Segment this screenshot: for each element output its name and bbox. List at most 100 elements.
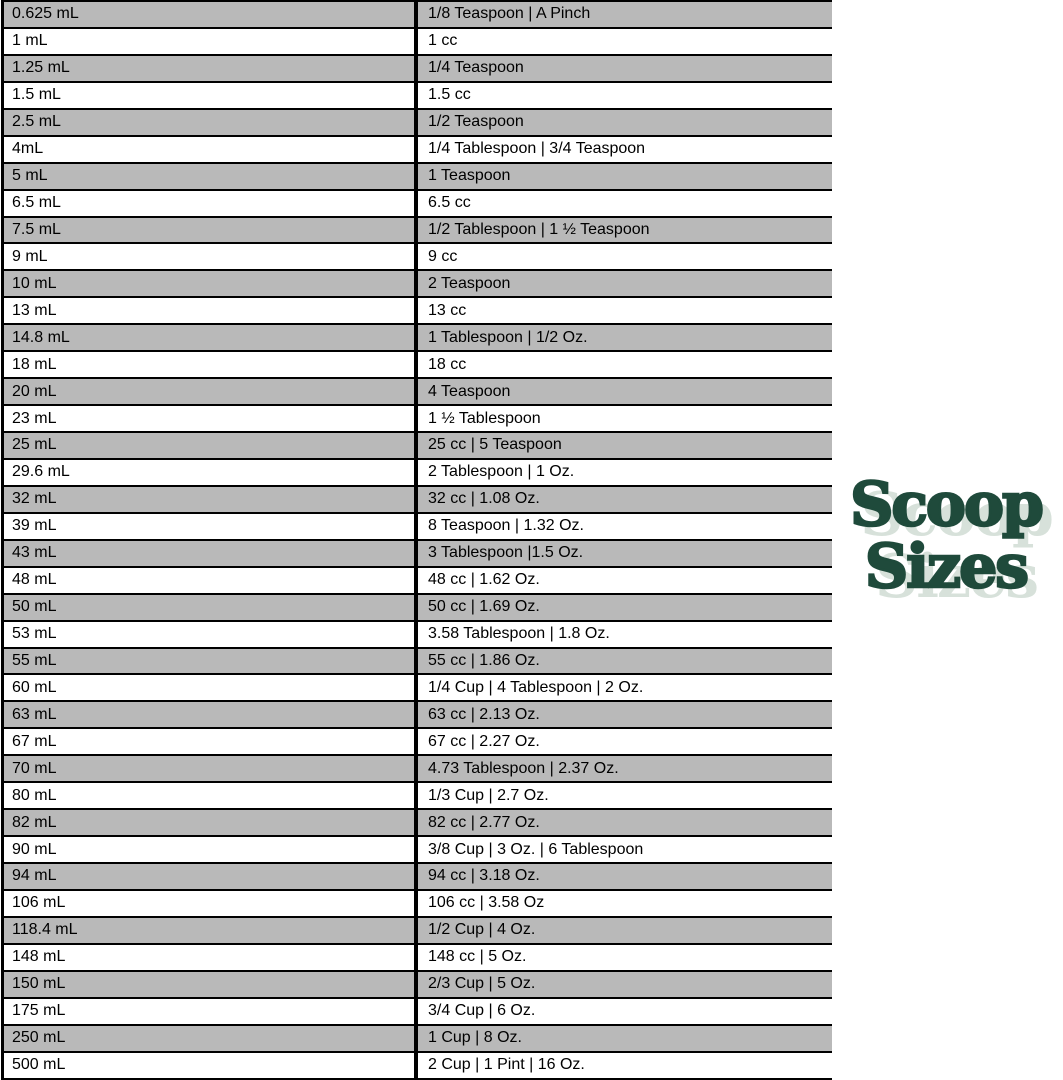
ml-cell: 32 mL bbox=[12, 490, 57, 508]
equivalent-cell: 48 cc | 1.62 Oz. bbox=[414, 567, 832, 593]
ml-cell: 2.5 mL bbox=[12, 113, 61, 131]
equivalent-cell: 3.58 Tablespoon | 1.8 Oz. bbox=[414, 621, 832, 647]
equivalent-cell: 1 Teaspoon bbox=[414, 163, 832, 189]
table-row: 14.8 mL 1 Tablespoon | 1/2 Oz. bbox=[4, 325, 832, 353]
equivalent-cell: 1/3 Cup | 2.7 Oz. bbox=[414, 783, 832, 809]
ml-cell: 5 mL bbox=[12, 167, 48, 185]
table-row: 1 mL 1 cc bbox=[4, 28, 832, 56]
ml-cell: 7.5 mL bbox=[12, 220, 61, 238]
ml-cell: 63 mL bbox=[12, 705, 57, 723]
equivalent-cell: 2 Teaspoon bbox=[414, 271, 832, 297]
ml-cell: 48 mL bbox=[12, 571, 57, 589]
table-row: 10 mL 2 Teaspoon bbox=[4, 271, 832, 299]
equivalent-cell: 148 cc | 5 Oz. bbox=[414, 944, 832, 970]
table-row: 53 mL 3.58 Tablespoon | 1.8 Oz. bbox=[4, 621, 832, 649]
ml-cell: 118.4 mL bbox=[12, 921, 78, 939]
table-row: 500 mL 2 Cup | 1 Pint | 16 Oz. bbox=[4, 1052, 832, 1080]
equivalent-cell: 50 cc | 1.69 Oz. bbox=[414, 594, 832, 620]
table-row: 70 mL 4.73 Tablespoon | 2.37 Oz. bbox=[4, 756, 832, 784]
table-row: 4mL 1/4 Tablespoon | 3/4 Teaspoon bbox=[4, 136, 832, 164]
table-row: 175 mL 3/4 Cup | 6 Oz. bbox=[4, 998, 832, 1026]
table-row: 67 mL 67 cc | 2.27 Oz. bbox=[4, 729, 832, 757]
equivalent-cell: 63 cc | 2.13 Oz. bbox=[414, 702, 832, 728]
table-row: 250 mL 1 Cup | 8 Oz. bbox=[4, 1025, 832, 1053]
equivalent-cell: 3/4 Cup | 6 Oz. bbox=[414, 998, 832, 1024]
table-row: 25 mL 25 cc | 5 Teaspoon bbox=[4, 433, 832, 460]
ml-cell: 90 mL bbox=[12, 840, 57, 858]
ml-cell: 500 mL bbox=[12, 1056, 66, 1074]
table-row: 18 mL 18 cc bbox=[4, 352, 832, 380]
ml-cell: 150 mL bbox=[12, 975, 66, 993]
table-row: 9 mL 9 cc bbox=[4, 244, 832, 272]
table-row: 118.4 mL 1/2 Cup | 4 Oz. bbox=[4, 917, 832, 945]
table-row: 20 mL 4 Teaspoon bbox=[4, 379, 832, 407]
ml-cell: 1.5 mL bbox=[12, 86, 61, 104]
equivalent-cell: 2 Tablespoon | 1 Oz. bbox=[414, 459, 832, 485]
ml-cell: 39 mL bbox=[12, 517, 57, 535]
equivalent-cell: 1.5 cc bbox=[414, 82, 832, 108]
ml-cell: 25 mL bbox=[12, 436, 57, 454]
table-row: 43 mL 3 Tablespoon |1.5 Oz. bbox=[4, 540, 832, 568]
ml-cell: 82 mL bbox=[12, 813, 57, 831]
table-row: 1.5 mL 1.5 cc bbox=[4, 82, 832, 110]
equivalent-cell: 2 Cup | 1 Pint | 16 Oz. bbox=[414, 1052, 832, 1078]
table-row: 106 mL 106 cc | 3.58 Oz bbox=[4, 890, 832, 918]
ml-cell: 13 mL bbox=[12, 301, 57, 319]
equivalent-cell: 18 cc bbox=[414, 352, 832, 378]
table-row: 2.5 mL 1/2 Teaspoon bbox=[4, 109, 832, 137]
table-row: 148 mL 148 cc | 5 Oz. bbox=[4, 944, 832, 972]
equivalent-cell: 3 Tablespoon |1.5 Oz. bbox=[414, 540, 832, 566]
equivalent-cell: 6.5 cc bbox=[414, 190, 832, 216]
table-row: 29.6 mL 2 Tablespoon | 1 Oz. bbox=[4, 459, 832, 487]
table-row: 90 mL 3/8 Cup | 3 Oz. | 6 Tablespoon bbox=[4, 837, 832, 864]
table-row: 60 mL 1/4 Cup | 4 Tablespoon | 2 Oz. bbox=[4, 675, 832, 703]
ml-cell: 55 mL bbox=[12, 651, 57, 669]
table-row: 13 mL 13 cc bbox=[4, 298, 832, 326]
ml-cell: 1.25 mL bbox=[12, 59, 70, 77]
table-row: 23 mL 1 ½ Tablespoon bbox=[4, 406, 832, 433]
ml-cell: 250 mL bbox=[12, 1029, 66, 1047]
ml-cell: 4mL bbox=[12, 140, 44, 158]
equivalent-cell: 13 cc bbox=[414, 298, 832, 324]
equivalent-cell: 32 cc | 1.08 Oz. bbox=[414, 486, 832, 512]
equivalent-cell: 25 cc | 5 Teaspoon bbox=[414, 433, 832, 458]
table-row: 7.5 mL 1/2 Tablespoon | 1 ½ Teaspoon bbox=[4, 217, 832, 245]
equivalent-cell: 94 cc | 3.18 Oz. bbox=[414, 864, 832, 889]
equivalent-cell: 1/4 Teaspoon bbox=[414, 55, 832, 81]
table-row: 6.5 mL 6.5 cc bbox=[4, 190, 832, 218]
conversion-table: 0.625 mL 1/8 Teaspoon | A Pinch 1 mL 1 cc 1.… bbox=[1, 0, 832, 1080]
ml-cell: 175 mL bbox=[12, 1002, 66, 1020]
equivalent-cell: 1 ½ Tablespoon bbox=[414, 406, 832, 431]
equivalent-cell: 1 Tablespoon | 1/2 Oz. bbox=[414, 325, 832, 351]
ml-cell: 67 mL bbox=[12, 732, 57, 750]
equivalent-cell: 55 cc | 1.86 Oz. bbox=[414, 648, 832, 674]
equivalent-cell: 1/2 Cup | 4 Oz. bbox=[414, 917, 832, 943]
ml-cell: 20 mL bbox=[12, 382, 57, 400]
table-row: 1.25 mL 1/4 Teaspoon bbox=[4, 55, 832, 83]
equivalent-cell: 9 cc bbox=[414, 244, 832, 270]
ml-cell: 9 mL bbox=[12, 247, 48, 265]
ml-cell: 50 mL bbox=[12, 598, 57, 616]
scoop-sizes-logo: Scoop Sizes bbox=[836, 470, 1056, 600]
equivalent-cell: 8 Teaspoon | 1.32 Oz. bbox=[414, 513, 832, 539]
equivalent-cell: 1 Cup | 8 Oz. bbox=[414, 1025, 832, 1051]
equivalent-cell: 4.73 Tablespoon | 2.37 Oz. bbox=[414, 756, 832, 782]
table-row: 48 mL 48 cc | 1.62 Oz. bbox=[4, 567, 832, 595]
logo-line-1: Scoop bbox=[849, 470, 1045, 540]
table-row: 32 mL 32 cc | 1.08 Oz. bbox=[4, 486, 832, 514]
table-row: 150 mL 2/3 Cup | 5 Oz. bbox=[4, 971, 832, 999]
equivalent-cell: 82 cc | 2.77 Oz. bbox=[414, 810, 832, 836]
ml-cell: 94 mL bbox=[12, 867, 57, 885]
equivalent-cell: 1/4 Tablespoon | 3/4 Teaspoon bbox=[414, 136, 832, 162]
equivalent-cell: 1/2 Teaspoon bbox=[414, 109, 832, 135]
equivalent-cell: 1/4 Cup | 4 Tablespoon | 2 Oz. bbox=[414, 675, 832, 701]
ml-cell: 148 mL bbox=[12, 948, 66, 966]
ml-cell: 0.625 mL bbox=[12, 5, 79, 23]
equivalent-cell: 3/8 Cup | 3 Oz. | 6 Tablespoon bbox=[414, 837, 832, 862]
ml-cell: 10 mL bbox=[12, 274, 57, 292]
ml-cell: 1 mL bbox=[12, 32, 48, 50]
ml-cell: 80 mL bbox=[12, 786, 57, 804]
equivalent-cell: 1/8 Teaspoon | A Pinch bbox=[414, 2, 832, 27]
ml-cell: 29.6 mL bbox=[12, 463, 70, 481]
